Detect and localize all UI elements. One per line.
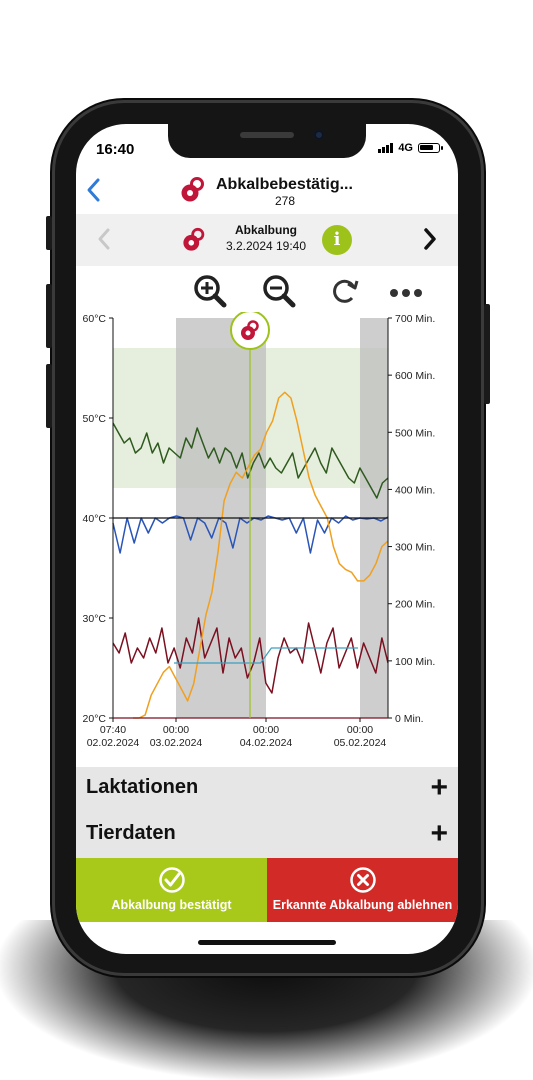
right-tick-label: 500 Min.: [395, 427, 435, 439]
next-event-button[interactable]: [420, 224, 440, 260]
refresh-icon: [333, 279, 359, 303]
screen: 16:40 4G Abkalbebestätig... 278: [76, 124, 458, 954]
reject-label: Erkannte Abkalbung ablehnen: [272, 898, 453, 912]
x-tick-date: 05.02.2024: [334, 737, 387, 749]
left-tick-label: 20°C: [83, 713, 107, 725]
left-tick-label: 50°C: [83, 413, 107, 425]
x-tick-date: 03.02.2024: [150, 737, 203, 749]
battery-icon: [418, 143, 443, 153]
reject-calving-button[interactable]: Erkannte Abkalbung ablehnen: [267, 858, 458, 922]
zoom-in-button[interactable]: [190, 272, 230, 312]
series-line: [133, 391, 389, 719]
right-tick-label: 200 Min.: [395, 599, 435, 611]
pacifier-hole: [245, 330, 251, 336]
left-tick-label: 60°C: [83, 313, 107, 325]
right-tick-label: 700 Min.: [395, 313, 435, 325]
front-camera: [314, 130, 324, 140]
section-label: Tierdaten: [86, 822, 176, 844]
x-tick-time: 00:00: [253, 724, 279, 736]
pacifier-icon: [241, 320, 259, 340]
home-indicator: [198, 940, 336, 945]
series-line: [174, 647, 358, 664]
confirm-label: Abkalbung bestätigt: [111, 898, 232, 912]
left-tick-label: 30°C: [83, 613, 107, 625]
left-tick-label: 40°C: [83, 513, 107, 525]
nav-bar: Abkalbebestätig... 278: [76, 168, 458, 212]
side-button-left-2: [46, 284, 52, 348]
close-circle-icon: [349, 867, 376, 893]
chevron-left-icon: [87, 178, 100, 202]
expand-plus-icon[interactable]: +: [430, 817, 448, 850]
info-button[interactable]: i: [322, 225, 352, 255]
zoom-in-icon: [194, 275, 227, 308]
event-label: Abkalbung: [235, 223, 297, 237]
expand-plus-icon[interactable]: +: [430, 771, 448, 804]
section-label: Laktationen: [86, 776, 199, 798]
x-tick-date: 02.02.2024: [87, 737, 140, 749]
calving-chart[interactable]: 60°C 50°C 40°C 30°C 20°C 700 Min. 600 Min. 500 …: [76, 310, 458, 764]
back-button[interactable]: [84, 176, 104, 204]
section-tierdaten[interactable]: Tierdaten +: [76, 813, 458, 859]
page-title: Abkalbebestätig...: [216, 176, 353, 193]
check-circle-icon: [158, 867, 185, 893]
event-bar: Abkalbung 3.2.2024 19:40 i: [76, 214, 458, 266]
chevron-right-icon: [424, 228, 436, 250]
zoom-out-icon: [263, 275, 296, 308]
x-tick-time: 07:40: [100, 724, 126, 736]
network-label: 4G: [398, 142, 413, 154]
right-tick-label: 600 Min.: [395, 370, 435, 382]
page-subtitle: 278: [274, 194, 296, 208]
pacifier-icon: [182, 227, 208, 258]
status-time: 16:40: [96, 141, 135, 158]
right-tick-label: 400 Min.: [395, 484, 435, 496]
section-laktationen[interactable]: Laktationen +: [76, 767, 458, 813]
right-tick-label: 100 Min.: [395, 656, 435, 668]
more-icon: [390, 289, 422, 297]
signal-icon: [378, 143, 394, 153]
x-tick-time: 00:00: [347, 724, 373, 736]
zoom-out-button[interactable]: [259, 272, 299, 312]
side-button-left-1: [46, 216, 52, 250]
previous-event-button[interactable]: [94, 224, 114, 260]
event-datetime: 3.2.2024 19:40: [225, 239, 307, 253]
pacifier-icon: [180, 176, 208, 209]
side-button-right: [484, 304, 490, 404]
chart-toolbar: [76, 272, 458, 312]
side-button-left-3: [46, 364, 52, 428]
refresh-button[interactable]: [326, 272, 366, 312]
chart-svg: 60°C 50°C 40°C 30°C 20°C 700 Min. 600 Min. 500 …: [83, 310, 435, 749]
confirm-calving-button[interactable]: Abkalbung bestätigt: [76, 858, 267, 922]
chevron-left-icon: [98, 228, 110, 250]
speaker: [240, 132, 294, 138]
notch: [168, 124, 366, 158]
more-button[interactable]: [386, 272, 426, 312]
right-tick-label: 0 Min.: [395, 713, 424, 725]
x-tick-time: 00:00: [163, 724, 189, 736]
status-indicators: 4G: [378, 142, 443, 154]
x-tick-date: 04.02.2024: [240, 737, 293, 749]
right-tick-label: 300 Min.: [395, 542, 435, 554]
action-bar: Abkalbung bestätigt Erkannte Abkalbung a…: [76, 858, 458, 922]
